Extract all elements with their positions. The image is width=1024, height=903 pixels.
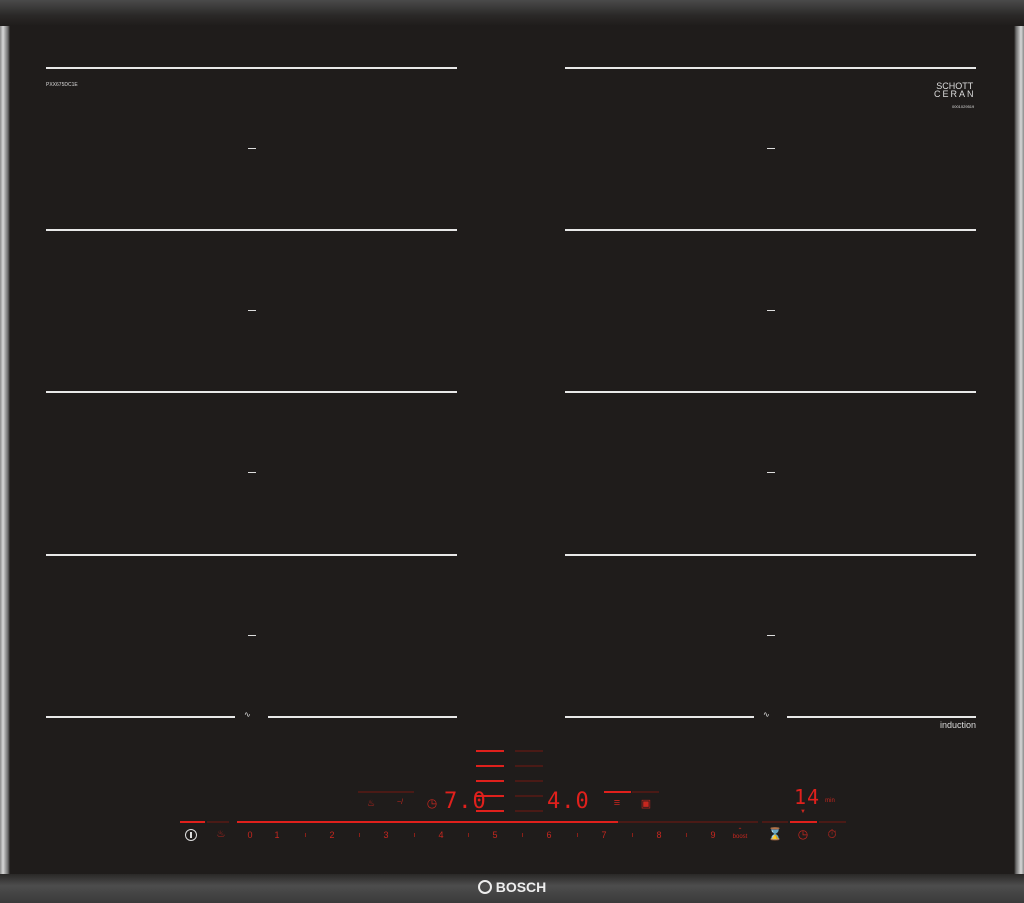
- slider-level-0[interactable]: 0: [247, 830, 253, 840]
- child-lock-button[interactable]: ♨: [216, 829, 226, 840]
- lock-indicator: [207, 821, 229, 823]
- timer-display: 14: [794, 785, 821, 809]
- slider-tick: [686, 833, 687, 837]
- zone-line: [565, 67, 976, 69]
- slider-level-7[interactable]: 7: [601, 830, 607, 840]
- slider-fill: [237, 821, 618, 823]
- power-icon: [190, 832, 192, 838]
- zone-line: [46, 229, 457, 231]
- flex-zone-icon: ∿: [244, 710, 251, 719]
- power-level-bar: [515, 795, 543, 797]
- top-edge: [0, 0, 1024, 26]
- slider-tick: [359, 833, 360, 837]
- function-indicator: [358, 791, 414, 793]
- ceran-code: 0001029519: [952, 104, 975, 109]
- slider-tick: [413, 833, 415, 837]
- zone-line: [565, 229, 976, 231]
- power-level-right: 4.0: [547, 789, 590, 814]
- stopwatch-icon[interactable]: ⏱: [827, 827, 837, 841]
- timer-zone-icon[interactable]: ◷: [426, 796, 438, 810]
- caret-down-icon: ▼: [800, 809, 806, 815]
- timer-unit: min: [825, 798, 835, 804]
- power-level-bar: [476, 810, 504, 812]
- slider-level-8[interactable]: 8: [656, 830, 662, 840]
- flex-zone-icon[interactable]: ≡: [613, 797, 621, 809]
- slider-level-5[interactable]: 5: [492, 830, 498, 840]
- slider-level-3[interactable]: 3: [383, 830, 389, 840]
- flex-zone-icon: ∿: [763, 710, 770, 719]
- zone-line: [46, 716, 235, 718]
- sensor-icon[interactable]: ~/: [396, 799, 404, 806]
- power-level-bar: [515, 750, 543, 752]
- zone-line: [565, 554, 976, 556]
- power-level-left: 7.0: [444, 789, 487, 814]
- boost-label: boost: [732, 834, 748, 840]
- zone-center-mark: [248, 635, 256, 636]
- move-mode-icon[interactable]: ▣: [640, 798, 652, 810]
- slider-level-1[interactable]: 1: [274, 830, 280, 840]
- power-level-bar: [476, 780, 504, 782]
- slider-level-4[interactable]: 4: [438, 830, 444, 840]
- logo-line2: CERAN: [934, 89, 976, 99]
- power-level-bar: [515, 810, 543, 812]
- logo-line1: SCHOTT: [936, 81, 974, 91]
- slider-tick: [522, 833, 523, 837]
- flex-indicator-on: [604, 791, 631, 793]
- zone-center-mark: [248, 148, 256, 149]
- zone-center-mark: [767, 148, 775, 149]
- zone-line: [46, 391, 457, 393]
- power-level-bar: [476, 750, 504, 752]
- timer-icon[interactable]: ◷: [797, 827, 809, 841]
- bottom-edge: [0, 874, 1024, 903]
- slider-track[interactable]: [618, 821, 758, 823]
- timer-indicator: [762, 821, 788, 823]
- power-indicator: [180, 821, 205, 823]
- power-level-bar: [476, 765, 504, 767]
- power-level-bar: [515, 780, 543, 782]
- zone-line: [46, 554, 457, 556]
- bosch-logo: BOSCH: [0, 876, 1024, 898]
- zone-center-mark: [248, 472, 256, 473]
- zone-center-mark: [767, 635, 775, 636]
- bosch-armature-icon: [477, 880, 492, 894]
- power-button[interactable]: [185, 829, 197, 841]
- zone-line: [565, 716, 754, 718]
- brand-name: BOSCH: [495, 879, 547, 895]
- timer-indicator-active: [790, 821, 817, 823]
- slider-tick: [631, 833, 633, 837]
- zone-line: [565, 391, 976, 393]
- power-level-bar: [476, 795, 504, 797]
- schott-ceran-logo: SCHOTT CERAN: [934, 81, 976, 99]
- zone-line: [268, 716, 457, 718]
- hourglass-icon[interactable]: ⌛: [767, 827, 783, 841]
- slider-tick: [576, 833, 578, 837]
- zone-center-mark: [248, 310, 256, 311]
- slider-level-2[interactable]: 2: [329, 830, 335, 840]
- boost-button[interactable]: ⌃ boost: [732, 828, 748, 840]
- slider-tick: [468, 833, 469, 837]
- timer-indicator: [819, 821, 846, 823]
- flex-indicator-off: [632, 791, 659, 793]
- zone-center-mark: [767, 310, 775, 311]
- zone-line: [46, 67, 457, 69]
- zone-center-mark: [767, 472, 775, 473]
- keep-warm-icon[interactable]: ♨: [366, 798, 376, 808]
- induction-label: induction: [940, 720, 977, 730]
- slider-tick: [304, 833, 306, 837]
- slider-level-6[interactable]: 6: [546, 830, 552, 840]
- slider-level-9[interactable]: 9: [710, 830, 716, 840]
- model-label: PXX675DC1E: [46, 82, 78, 88]
- zone-line: [787, 716, 976, 718]
- power-level-bar: [515, 765, 543, 767]
